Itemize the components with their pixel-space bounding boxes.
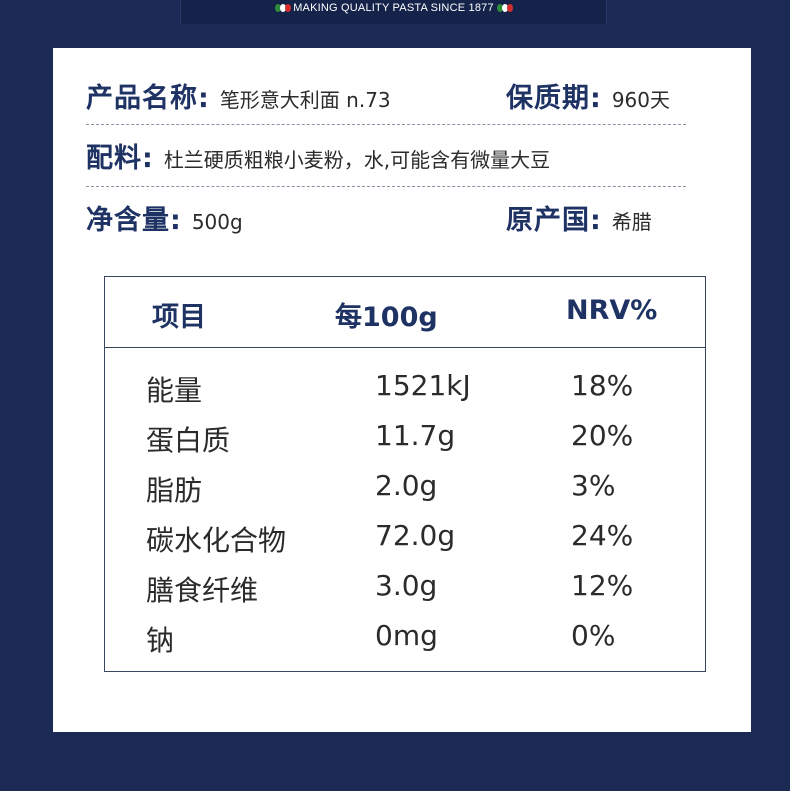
flag-dot-red	[284, 4, 291, 12]
table-row: 钠 0mg 0%	[105, 619, 705, 669]
nutrient-nrv: 24%	[571, 519, 634, 552]
product-info-card: 产品名称: 笔形意大利面 n.73 保质期: 960天 配料: 杜兰硬质粗粮小麦…	[53, 48, 751, 732]
product-name-label: 产品名称:	[86, 83, 210, 114]
product-name-row: 产品名称: 笔形意大利面 n.73	[86, 76, 391, 116]
top-banner: MAKING QUALITY PASTA SINCE 1877	[180, 0, 607, 24]
net-weight-value: 500g	[191, 210, 243, 234]
table-row: 蛋白质 11.7g 20%	[105, 419, 705, 469]
nutrient-amount: 2.0g	[375, 469, 438, 502]
flag-dot-green	[497, 4, 504, 12]
nutrient-name: 钠	[146, 624, 175, 657]
ingredients-value: 杜兰硬质粗粮小麦粉，水,可能含有微量大豆	[163, 148, 551, 172]
nutrient-nrv: 20%	[571, 419, 634, 452]
table-row: 能量 1521kJ 18%	[105, 369, 705, 419]
column-header-item: 项目	[152, 302, 206, 333]
brand-tagline: MAKING QUALITY PASTA SINCE 1877	[181, 2, 606, 15]
nutrient-name: 碳水化合物	[146, 524, 287, 557]
nutrient-nrv: 12%	[571, 569, 634, 602]
nutrient-nrv: 3%	[571, 469, 616, 502]
origin-row: 原产国: 希腊	[506, 198, 652, 238]
flag-dot-red	[507, 4, 514, 12]
flag-dot-green	[274, 4, 281, 12]
italian-flag-icon	[497, 3, 514, 15]
flag-dot-white	[279, 4, 286, 12]
nutrient-name: 蛋白质	[146, 424, 231, 457]
divider	[86, 186, 686, 187]
nutrient-nrv: 18%	[571, 369, 634, 402]
ingredients-label: 配料:	[86, 143, 154, 174]
column-header-per100g: 每100g	[335, 302, 438, 333]
nutrition-table: 项目 每100g NRV% 能量 1521kJ 18% 蛋白质 11.7g 20…	[104, 276, 706, 672]
table-row: 膳食纤维 3.0g 12%	[105, 569, 705, 619]
origin-value: 希腊	[611, 210, 652, 234]
tagline-text: MAKING QUALITY PASTA SINCE 1877	[293, 2, 494, 14]
divider	[86, 124, 686, 125]
table-row: 脂肪 2.0g 3%	[105, 469, 705, 519]
shelf-life-label: 保质期:	[506, 83, 602, 114]
shelf-life-row: 保质期: 960天	[506, 76, 670, 116]
column-header-nrv: NRV%	[566, 295, 658, 326]
nutrient-amount: 72.0g	[375, 519, 456, 552]
net-weight-label: 净含量:	[86, 205, 182, 236]
nutrient-name: 脂肪	[146, 474, 203, 507]
nutrient-nrv: 0%	[571, 619, 616, 652]
ingredients-row: 配料: 杜兰硬质粗粮小麦粉，水,可能含有微量大豆	[86, 136, 550, 176]
nutrient-amount: 3.0g	[375, 569, 438, 602]
table-row: 碳水化合物 72.0g 24%	[105, 519, 705, 569]
nutrient-name: 膳食纤维	[146, 574, 259, 607]
shelf-life-value: 960天	[611, 88, 670, 112]
nutrition-table-header: 项目 每100g NRV%	[105, 277, 705, 348]
nutrient-amount: 0mg	[375, 619, 438, 652]
net-weight-row: 净含量: 500g	[86, 198, 243, 238]
flag-dot-white	[502, 4, 509, 12]
nutrient-amount: 11.7g	[375, 419, 456, 452]
product-name-value: 笔形意大利面 n.73	[219, 88, 391, 112]
nutrient-name: 能量	[146, 374, 203, 407]
italian-flag-icon	[274, 3, 291, 15]
nutrient-amount: 1521kJ	[375, 369, 471, 402]
origin-label: 原产国:	[506, 205, 602, 236]
